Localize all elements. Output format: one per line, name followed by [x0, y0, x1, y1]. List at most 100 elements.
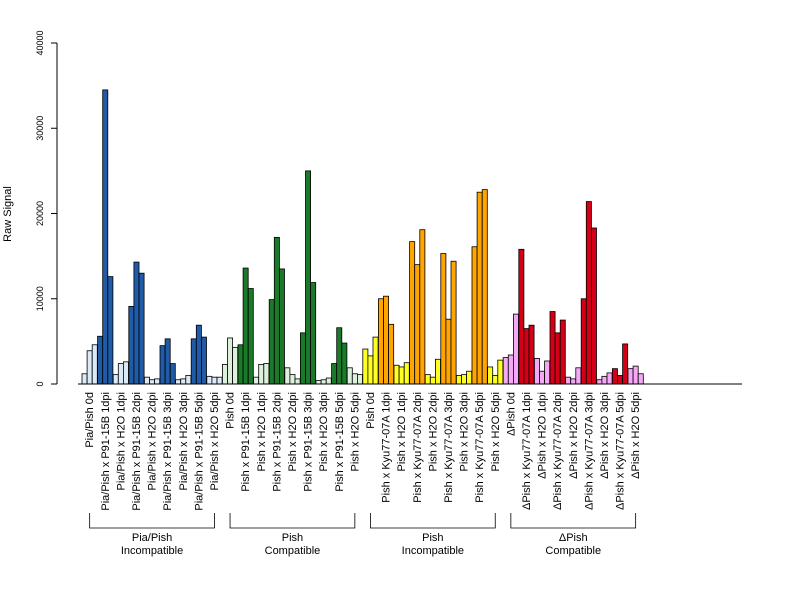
- category-label: Pish x H2O 3dpi: [459, 392, 471, 471]
- group-sublabel: Incompatible: [402, 545, 464, 557]
- bar: [372, 336, 379, 385]
- bar: [492, 375, 499, 385]
- group-label: Pia/Pish: [132, 532, 172, 544]
- bar: [221, 363, 228, 385]
- bar: [320, 379, 327, 385]
- category-label: Pish x H2O 5dpi: [490, 392, 502, 471]
- bar: [159, 345, 166, 385]
- y-tick-label: 30000: [35, 116, 45, 141]
- bar: [523, 328, 530, 385]
- bar: [367, 355, 374, 385]
- bar: [289, 374, 296, 385]
- bar: [632, 365, 639, 385]
- bar: [424, 374, 431, 385]
- bar: [513, 313, 519, 385]
- category-label: Pish x Kyu77-07A 3dpi: [443, 392, 455, 503]
- group-label: Pish: [422, 532, 443, 544]
- category-label: ΔPish x H2O 1dpi: [537, 392, 549, 479]
- bar: [419, 229, 426, 385]
- bar: [164, 338, 171, 385]
- bar: [346, 367, 353, 385]
- bar: [278, 268, 285, 385]
- category-label: Pish x P91-15B 1dpi: [240, 392, 252, 492]
- bar: [591, 227, 597, 385]
- group-sublabel: Compatible: [265, 545, 321, 557]
- bar: [622, 343, 629, 385]
- bar: [169, 363, 176, 385]
- bar: [185, 375, 192, 385]
- bar: [497, 359, 504, 385]
- bar: [112, 374, 119, 385]
- bar: [227, 337, 233, 385]
- category-label: Pia/Pish x H2O 5dpi: [209, 392, 221, 490]
- bar: [476, 191, 483, 385]
- bar: [149, 379, 155, 385]
- bar: [528, 324, 535, 385]
- category-label: Pish x H2O 2dpi: [287, 392, 299, 471]
- bar: [258, 363, 265, 385]
- bar: [211, 376, 218, 385]
- bar: [263, 363, 270, 385]
- bar: [190, 338, 197, 385]
- bar: [601, 375, 608, 385]
- bar: [377, 298, 384, 385]
- bar: [518, 248, 525, 385]
- group-sublabel: Compatible: [545, 545, 601, 557]
- bar: [180, 378, 187, 385]
- bar: [128, 306, 135, 385]
- bar: [393, 364, 400, 385]
- bar: [154, 378, 161, 385]
- bar: [414, 264, 421, 385]
- bar: [97, 335, 104, 385]
- category-label: Pish x H2O 1dpi: [396, 392, 408, 471]
- bar: [502, 357, 509, 385]
- bar: [305, 170, 311, 385]
- category-label: Pia/Pish x H2O 1dpi: [115, 392, 127, 490]
- bar: [606, 372, 613, 385]
- category-label: Pia/Pish x P91-15B 3dpi: [162, 392, 174, 511]
- bar: [216, 376, 223, 385]
- group-bracket: [89, 513, 215, 529]
- category-label: Pish x Kyu77-07A 5dpi: [474, 392, 486, 503]
- category-label: Pish 0d: [365, 392, 377, 429]
- bar: [544, 360, 551, 385]
- category-label: Pish x P91-15B 2dpi: [271, 392, 283, 492]
- category-label: ΔPish 0d: [505, 392, 517, 436]
- bar: [133, 261, 140, 385]
- bar: [627, 368, 634, 385]
- bar: [117, 363, 124, 385]
- y-tick-label: 20000: [35, 201, 45, 226]
- category-label: ΔPish x H2O 3dpi: [599, 392, 611, 479]
- bar: [336, 327, 343, 385]
- category-label: ΔPish x H2O 2dpi: [568, 392, 580, 479]
- y-tick-label: 0: [35, 381, 45, 386]
- bar: [383, 295, 389, 385]
- bar: [200, 336, 207, 385]
- group-bracket: [370, 513, 496, 529]
- category-label: Pish x H2O 2dpi: [427, 392, 439, 471]
- bar: [175, 379, 182, 385]
- bar: [466, 370, 473, 385]
- category-label: Pish x H2O 5dpi: [349, 392, 361, 471]
- bar: [434, 358, 441, 385]
- bars: [81, 89, 644, 385]
- bar: [123, 361, 129, 385]
- bar: [206, 375, 213, 385]
- bar: [143, 376, 150, 385]
- bar: [440, 253, 447, 385]
- bar: [409, 241, 416, 385]
- bar: [455, 375, 462, 385]
- bar: [554, 332, 561, 385]
- bar: [315, 380, 322, 385]
- category-label: Pia/Pish 0d: [84, 392, 96, 448]
- group-bracket: [510, 513, 637, 529]
- group-bracket: [229, 513, 356, 529]
- y-tick-label: 40000: [35, 30, 45, 55]
- bar: [612, 368, 618, 385]
- bar: [86, 350, 93, 385]
- bar: [237, 344, 244, 385]
- category-label: Pish x P91-15B 3dpi: [303, 392, 315, 492]
- bar: [398, 366, 405, 385]
- category-label: Pish x Kyu77-07A 1dpi: [381, 392, 393, 503]
